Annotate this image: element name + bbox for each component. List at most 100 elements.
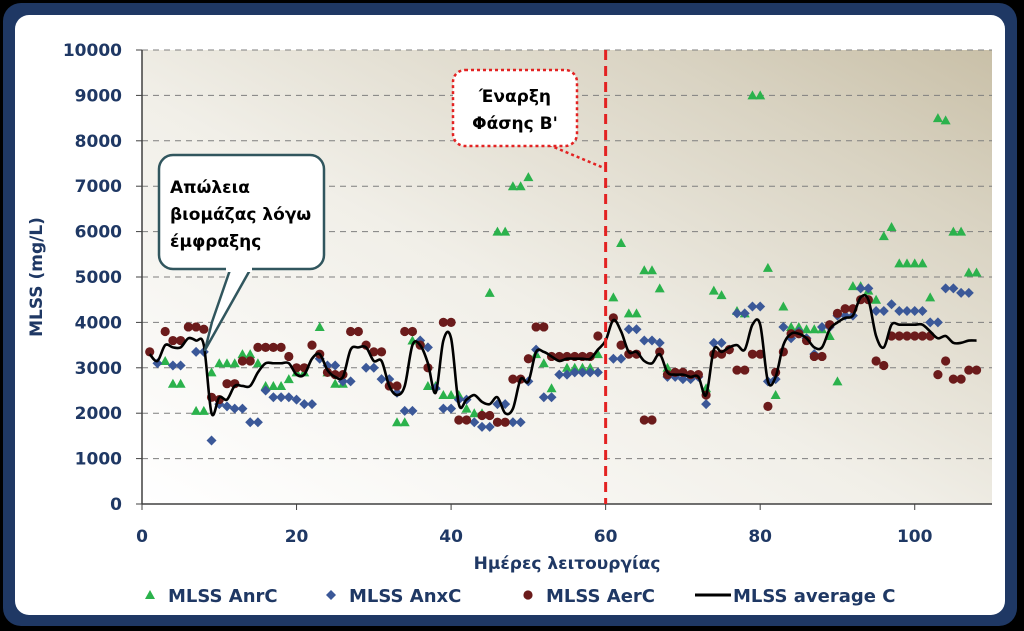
data-point [917,306,928,317]
data-point [755,301,766,312]
data-point [237,356,248,366]
data-point [933,370,943,380]
data-point [608,353,619,364]
data-point [732,308,742,319]
data-point [677,374,688,385]
data-point [276,380,287,390]
series-layer [145,90,982,446]
annotations: Απώλεια βιομάζας λόγω έμφραξης Έναρξη Φάσης … [157,50,608,504]
data-point [956,374,966,384]
data-point [963,287,974,298]
legend-label: MLSS AerC [546,586,655,607]
data-point [276,392,287,403]
data-point [407,405,418,416]
data-point [956,287,967,298]
legend-swatch [326,590,336,600]
x-axis-title: Ημέρες λειτουργίας [474,554,661,574]
data-point [616,237,627,247]
data-point [508,374,518,384]
data-point [253,342,263,352]
data-point [793,321,804,331]
data-point [948,283,959,294]
axes [141,50,992,505]
data-point [191,405,202,415]
data-point [940,283,951,294]
data-point [353,326,363,337]
data-point [832,376,843,386]
data-point [662,370,673,380]
legend-item: MLSS AnxC [326,586,461,607]
callout-joint [226,266,252,272]
data-point [878,231,889,241]
data-point [369,347,379,357]
data-point [222,379,232,389]
data-point [531,322,541,332]
data-point [786,321,797,331]
data-point [894,258,905,268]
data-point [701,399,712,410]
data-point [956,226,967,236]
data-point [261,342,271,352]
y-tick-label: 7000 [75,177,122,197]
data-point [198,405,209,415]
data-point [229,403,240,414]
data-point [252,417,263,428]
data-point [770,390,781,400]
data-point [453,390,464,400]
data-point [461,415,472,425]
data-point [199,324,209,334]
x-tick-label: 100 [897,527,933,547]
data-point [809,324,820,334]
data-point [500,226,511,236]
data-point [762,262,773,272]
callout-line: Απώλεια [170,178,250,198]
data-point [446,403,457,414]
data-point [623,308,634,318]
data-point [577,367,588,378]
data-point [438,317,448,327]
data-point [925,292,936,302]
data-point [716,290,727,300]
data-point [879,360,889,371]
data-point [469,417,480,428]
data-point [809,351,819,362]
data-point [840,304,850,314]
data-point [708,337,719,348]
data-point [175,360,186,371]
data-point [392,381,402,391]
data-point [191,322,201,332]
data-point [376,347,387,357]
data-point [484,287,495,297]
data-point [469,408,480,418]
data-point [639,265,650,275]
data-point [917,331,928,341]
data-point [268,342,278,352]
data-point [276,342,286,352]
legend-item: MLSS AerC [523,586,655,607]
data-point [454,415,464,425]
data-point [971,365,982,375]
data-point [871,306,882,317]
data-point [160,355,171,365]
data-point [647,335,657,346]
data-point [631,324,642,335]
y-tick-label: 5000 [75,268,122,288]
data-point [345,376,356,387]
data-point [160,326,170,337]
data-point [755,90,766,100]
data-point [847,281,858,291]
y-tick-label: 3000 [75,359,122,379]
data-point [639,335,650,346]
data-point [422,380,433,390]
data-point [616,353,627,364]
data-point [237,403,248,414]
gridlines [136,49,992,510]
data-point [964,365,974,375]
data-point [191,346,202,357]
y-axis-title: MLSS (mg/L) [27,217,47,337]
data-point [948,226,959,236]
data-point [585,367,596,378]
y-tick-label: 8000 [75,132,122,152]
y-tick-label: 1000 [75,450,122,470]
